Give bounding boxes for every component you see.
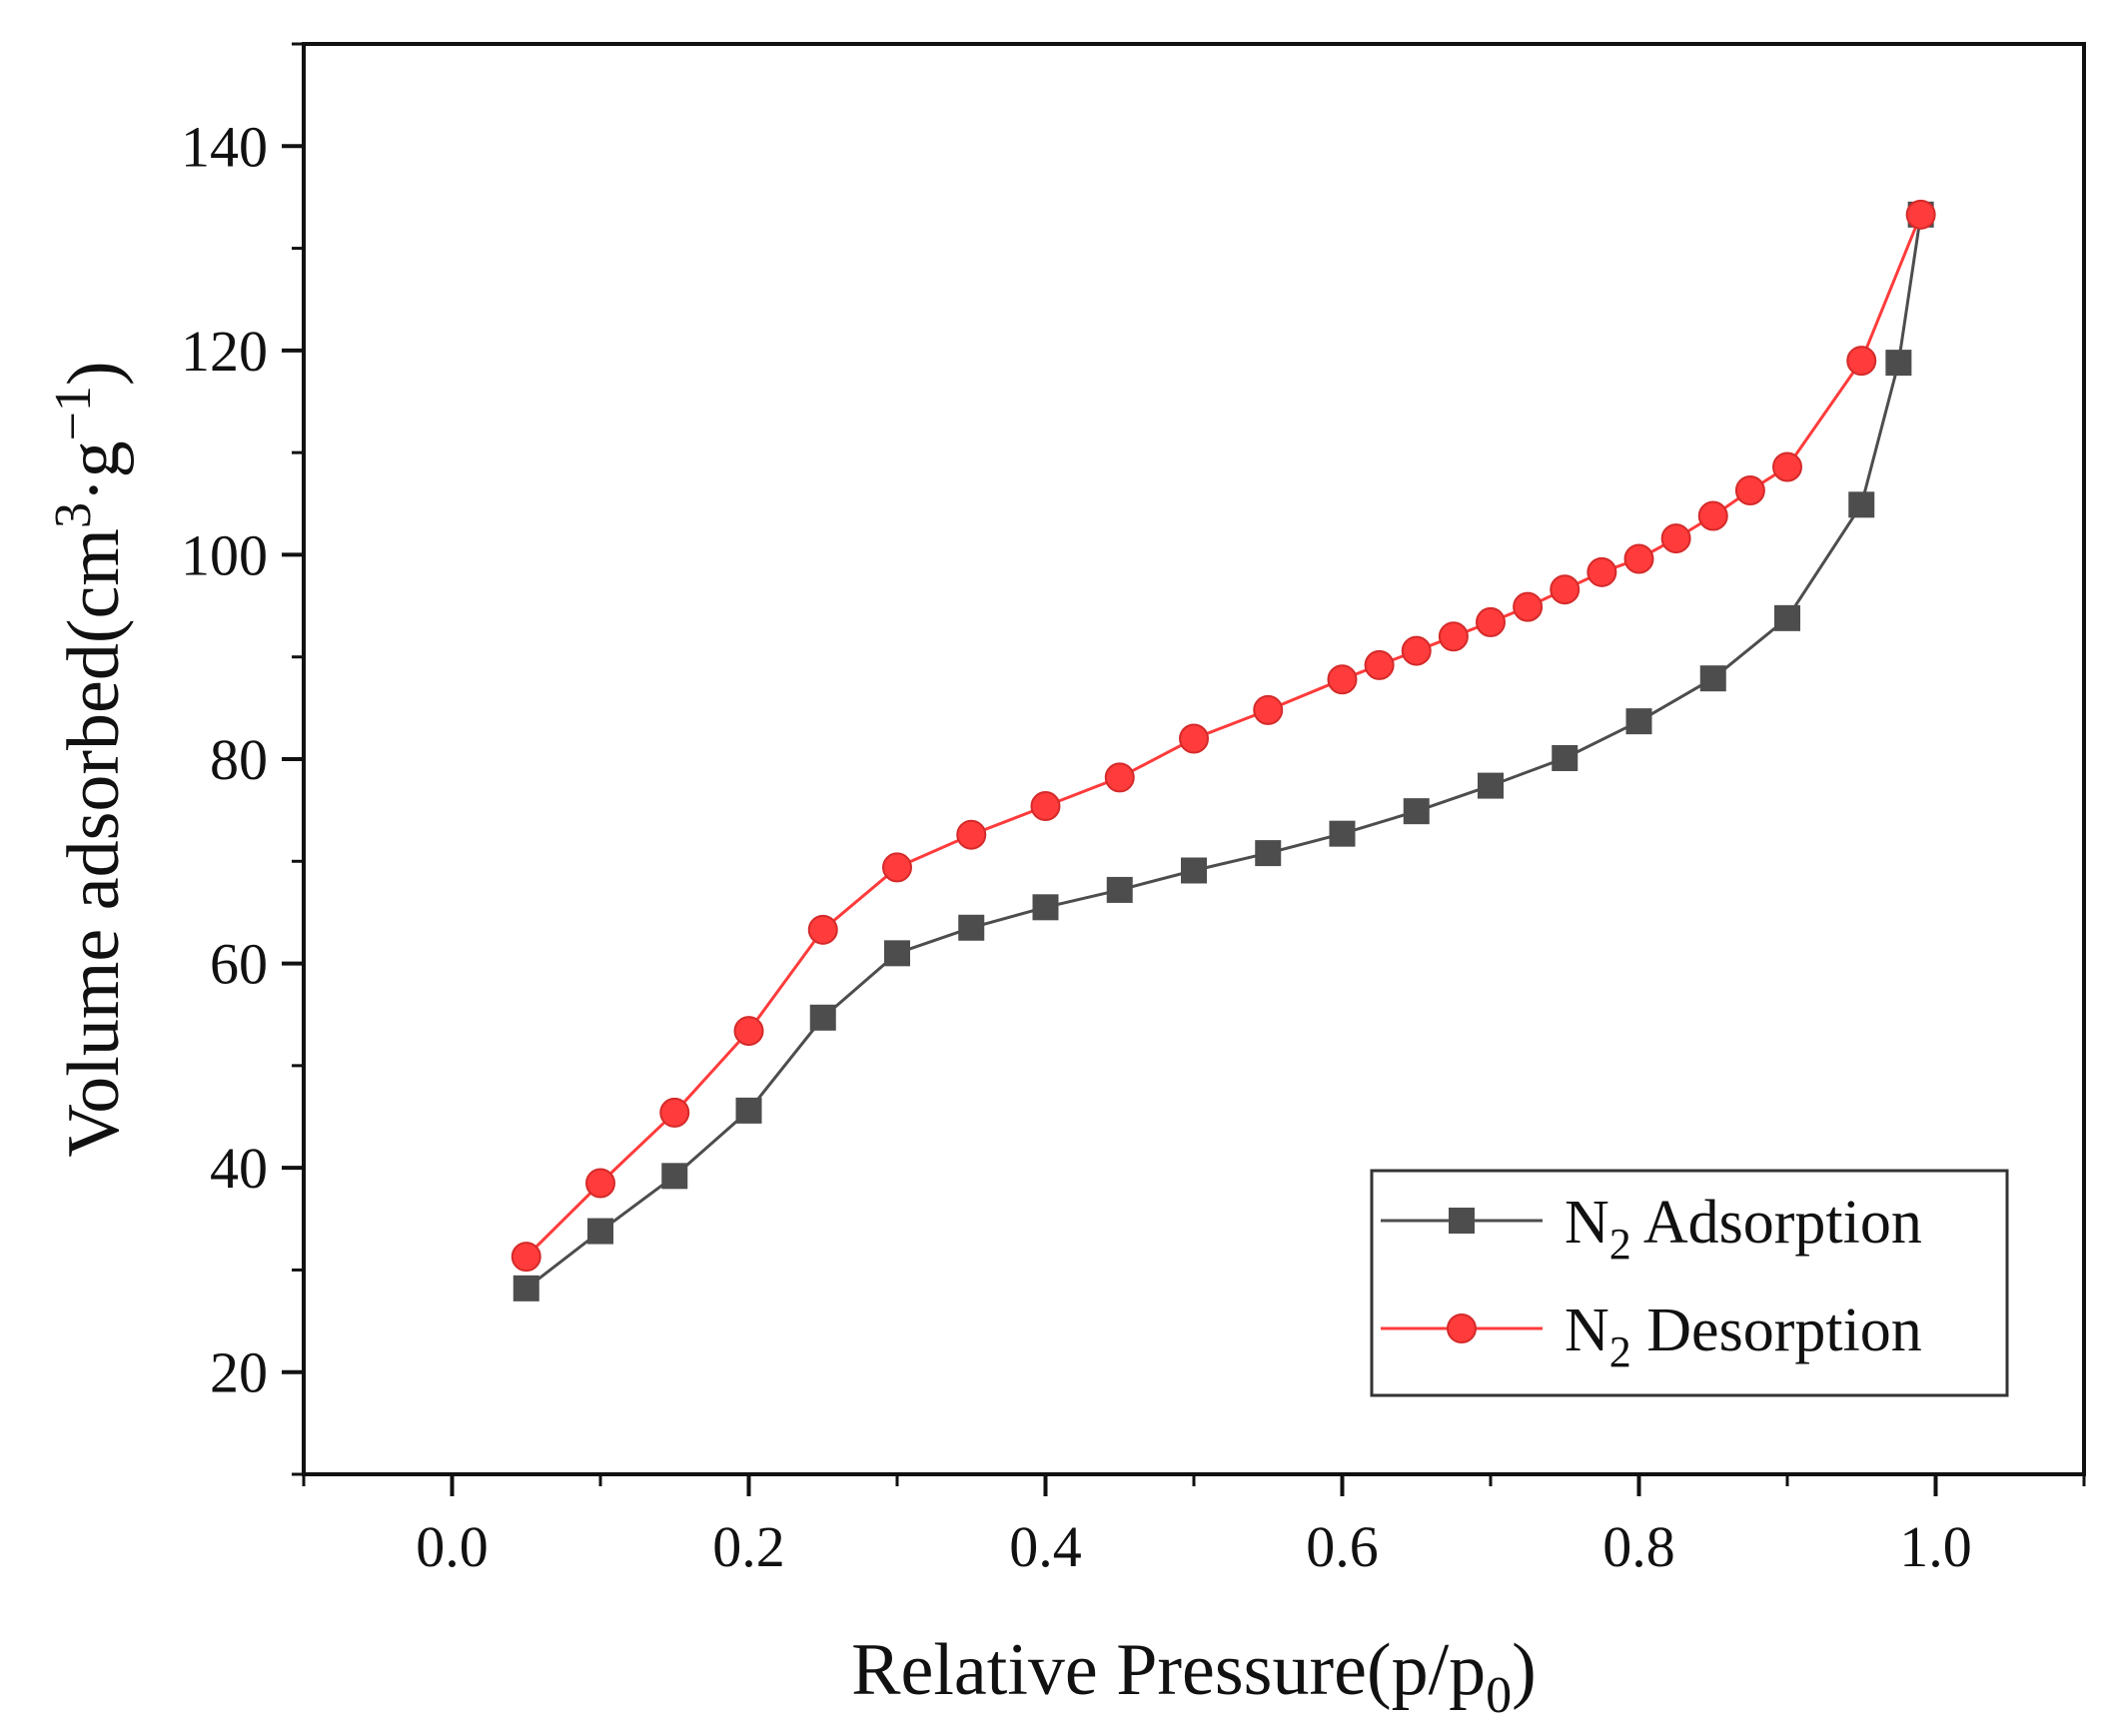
- data-point: [1552, 744, 1579, 771]
- x-tick-label: 0.2: [712, 1514, 785, 1579]
- data-point: [1660, 523, 1691, 554]
- data-point: [1179, 723, 1209, 754]
- data-point: [659, 1097, 690, 1128]
- data-point: [1846, 346, 1877, 377]
- data-point: [511, 1242, 541, 1273]
- data-point: [1699, 665, 1726, 692]
- data-point: [807, 914, 838, 945]
- data-point: [1774, 604, 1800, 631]
- data-point: [1734, 474, 1765, 505]
- legend: N2 Adsorption N2 Desorption: [1370, 1169, 2009, 1397]
- series-layer: [511, 199, 1936, 1302]
- legend-adsorption-marker: [1449, 1208, 1475, 1234]
- data-point: [1403, 798, 1430, 825]
- x-tick-label: 0.8: [1602, 1514, 1675, 1579]
- data-point: [958, 914, 985, 941]
- legend-desorption-marker: [1447, 1313, 1477, 1343]
- data-point: [735, 1097, 762, 1124]
- data-point: [956, 819, 987, 850]
- data-point: [882, 852, 912, 883]
- data-point: [1032, 894, 1059, 921]
- x-axis: 0.0 0.2 0.4 0.6 0.8 1.0: [302, 1474, 2086, 1579]
- data-point: [1030, 791, 1061, 822]
- legend-desorption-label: N2 Desorption: [1565, 1297, 1922, 1376]
- x-tick-label: 0.6: [1306, 1514, 1379, 1579]
- legend-adsorption-label: N2 Adsorption: [1565, 1189, 1922, 1269]
- x-tick-label: 0.4: [1009, 1514, 1082, 1579]
- data-point: [1772, 451, 1802, 482]
- data-point: [1513, 591, 1544, 622]
- y-tick-label: 120: [181, 319, 268, 384]
- data-point: [587, 1218, 613, 1245]
- data-point: [661, 1163, 688, 1190]
- data-point: [1327, 664, 1358, 695]
- data-point: [1364, 649, 1395, 680]
- data-point: [1401, 635, 1432, 666]
- data-point: [1586, 556, 1617, 587]
- data-point: [1550, 574, 1581, 605]
- y-tick-label: 20: [210, 1340, 268, 1405]
- x-axis-title: Relative Pressure(p/p0): [851, 1629, 1537, 1724]
- y-tick-label: 80: [210, 727, 268, 792]
- data-point: [1438, 621, 1469, 652]
- data-point: [1697, 500, 1728, 531]
- y-tick-label: 140: [181, 114, 268, 179]
- data-point: [1255, 840, 1282, 867]
- data-point: [1329, 820, 1356, 847]
- data-point: [1623, 543, 1654, 574]
- series-desorption: [511, 199, 1936, 1273]
- y-tick-label: 60: [210, 932, 268, 997]
- data-point: [585, 1168, 615, 1199]
- data-point: [1106, 876, 1133, 903]
- data-point: [884, 940, 910, 967]
- data-point: [1625, 708, 1652, 735]
- y-axis: 20 40 60 80 100 120 140: [181, 42, 304, 1476]
- legend-box: [1370, 1169, 2009, 1397]
- x-tick-label: 1.0: [1899, 1514, 1972, 1579]
- data-point: [1476, 606, 1506, 637]
- data-point: [1905, 199, 1936, 230]
- data-point: [1181, 857, 1207, 884]
- y-tick-label: 100: [181, 522, 268, 587]
- data-point: [1885, 350, 1912, 377]
- y-tick-label: 40: [210, 1136, 268, 1201]
- x-tick-label: 0.0: [416, 1514, 489, 1579]
- data-point: [1253, 694, 1284, 725]
- data-point: [733, 1016, 764, 1047]
- data-point: [809, 1004, 836, 1031]
- series-adsorption: [513, 201, 1934, 1302]
- y-axis-title: Volume adsorbed(cm3·g−1): [45, 361, 135, 1157]
- data-point: [1848, 491, 1875, 518]
- data-point: [1104, 762, 1135, 793]
- data-point: [1478, 772, 1504, 799]
- data-point: [513, 1275, 539, 1302]
